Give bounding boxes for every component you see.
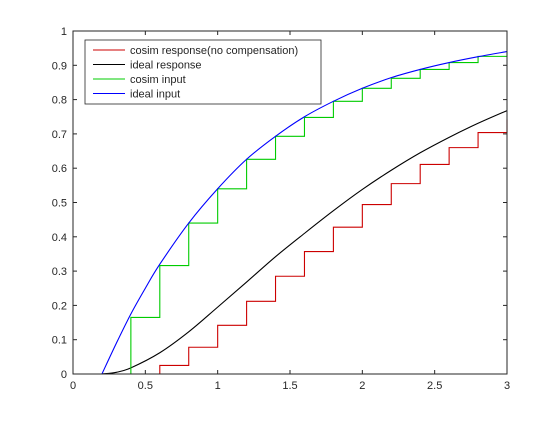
x-tick-label: 0.5 — [138, 380, 153, 392]
y-tick-label: 0.2 — [52, 300, 67, 312]
y-tick-label: 0.3 — [52, 266, 67, 278]
legend: cosim response(no compensation) ideal res… — [84, 39, 322, 105]
series-layer — [73, 51, 508, 375]
x-tick-label: 3 — [504, 380, 510, 392]
x-tick-label: 2.5 — [427, 380, 442, 392]
x-tick-label: 1.5 — [282, 380, 297, 392]
legend-label: ideal input — [130, 89, 180, 101]
legend-label: cosim input — [130, 74, 186, 86]
y-tick-label: 0.5 — [52, 198, 67, 210]
axes-box — [72, 30, 508, 375]
y-tick-label: 1 — [61, 26, 67, 38]
legend-label: ideal response — [130, 60, 202, 72]
y-tick-label: 0.8 — [52, 95, 67, 107]
series-line-3 — [73, 51, 508, 375]
y-tick-label: 0.4 — [52, 232, 67, 244]
ticks-layer: 0 0.5 1 1.5 2 2.5 3 0 0.1 0.2 0.3 0.4 0.5 0.6 0.7 0.8 0.… — [52, 26, 510, 392]
y-tick-label: 0.1 — [52, 335, 67, 347]
y-tick-label: 0 — [61, 369, 67, 381]
x-tick-label: 2 — [359, 380, 365, 392]
series-line-2 — [73, 110, 508, 375]
x-tick-label: 1 — [215, 380, 221, 392]
y-tick-label: 0.9 — [52, 60, 67, 72]
series-line-1 — [73, 119, 508, 375]
legend-label: cosim response(no compensation) — [130, 45, 298, 57]
y-tick-label: 0.6 — [52, 163, 67, 175]
series-line-4 — [73, 51, 508, 375]
x-tick-label: 0 — [70, 380, 76, 392]
y-tick-label: 0.7 — [52, 129, 67, 141]
